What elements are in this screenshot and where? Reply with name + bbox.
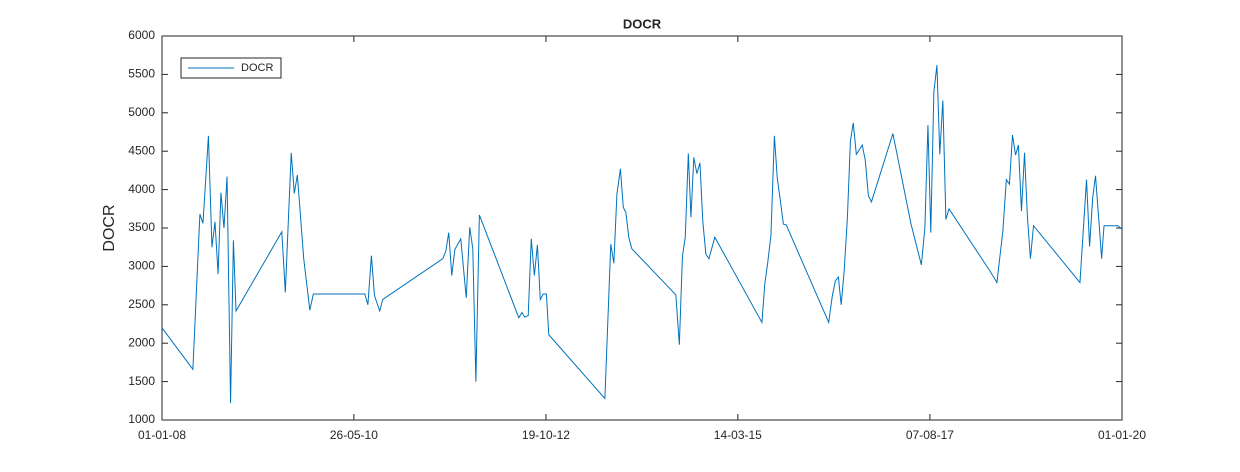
- plot-area: [161, 35, 1123, 421]
- y-tick-label: 3500: [128, 220, 155, 234]
- y-tick-label: 6000: [128, 28, 155, 42]
- legend-label: DOCR: [241, 62, 273, 74]
- y-tick-label: 4500: [128, 143, 155, 157]
- y-tick-label: 5500: [128, 67, 155, 81]
- x-tick-label: 01-01-20: [1098, 428, 1146, 442]
- y-tick-label: 5000: [128, 105, 155, 119]
- x-tick-label: 26-05-10: [330, 428, 378, 442]
- y-tick-label: 1000: [128, 412, 155, 426]
- y-axis-label: DOCR: [101, 204, 118, 251]
- data-line: [161, 65, 1123, 404]
- x-tick-label: 19-10-12: [522, 428, 570, 442]
- y-tick-label: 3000: [128, 259, 155, 273]
- y-tick-label: 2000: [128, 335, 155, 349]
- y-tick-label: 4000: [128, 182, 155, 196]
- x-tick-label: 01-01-08: [138, 428, 186, 442]
- y-tick-label: 2500: [128, 297, 155, 311]
- x-tick-label: 14-03-15: [714, 428, 762, 442]
- x-tick-label: 07-08-17: [906, 428, 954, 442]
- y-tick-label: 1500: [128, 374, 155, 388]
- chart-title: DOCR: [623, 16, 662, 31]
